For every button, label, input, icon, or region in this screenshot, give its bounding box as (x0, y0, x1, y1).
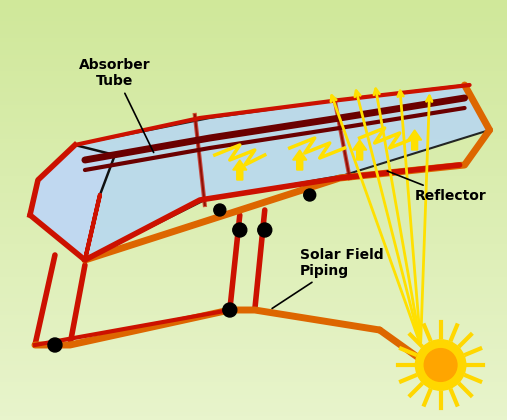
Text: Reflector: Reflector (387, 171, 486, 203)
FancyArrow shape (408, 130, 422, 150)
FancyArrow shape (233, 160, 247, 180)
Circle shape (223, 303, 237, 317)
Circle shape (424, 349, 457, 381)
Circle shape (258, 223, 272, 237)
Circle shape (304, 189, 316, 201)
Circle shape (415, 340, 466, 390)
Circle shape (233, 223, 247, 237)
Text: Absorber
Tube: Absorber Tube (79, 58, 154, 152)
Polygon shape (30, 85, 490, 260)
Polygon shape (30, 145, 115, 260)
Text: Solar Field
Piping: Solar Field Piping (272, 248, 383, 308)
Circle shape (48, 338, 62, 352)
FancyArrow shape (293, 150, 307, 170)
Circle shape (214, 204, 226, 216)
FancyArrow shape (353, 140, 367, 160)
